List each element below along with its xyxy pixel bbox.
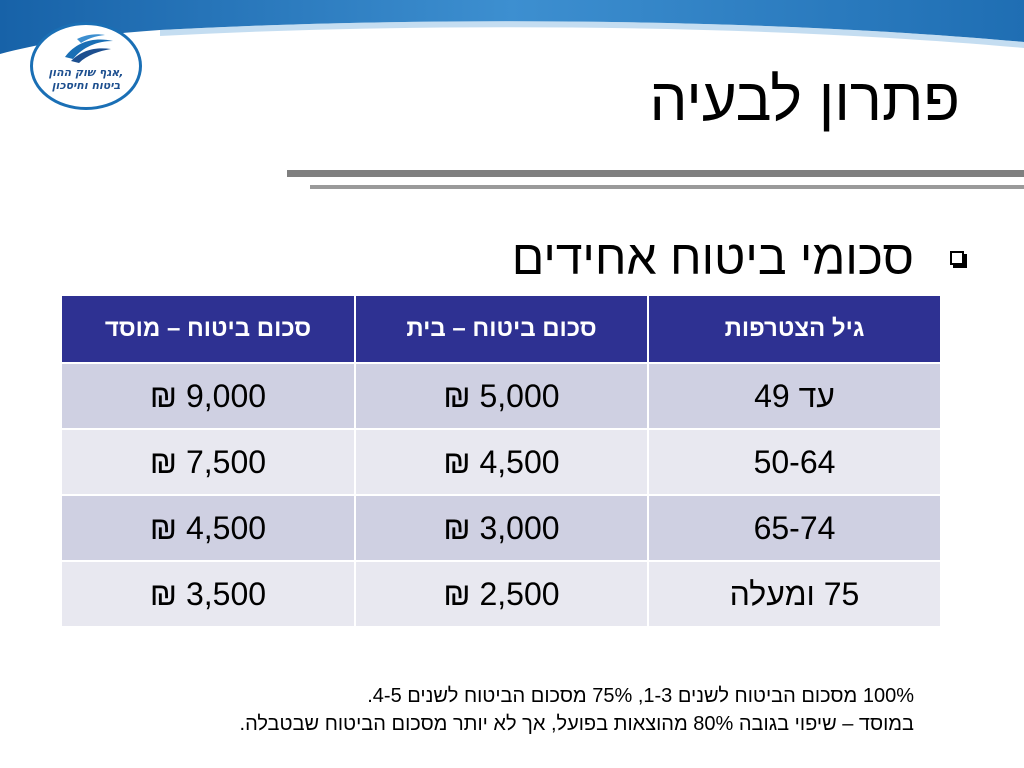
cell-home-amount: 5,000 ₪	[354, 362, 649, 430]
checkbox-bullet-icon	[950, 251, 964, 265]
table-row: 75 ומעלה 2,500 ₪ 3,500 ₪	[60, 560, 942, 628]
column-header-institution-amount: סכום ביטוח – מוסד	[60, 294, 356, 364]
cell-home-amount: 3,000 ₪	[354, 494, 649, 562]
cell-institution-amount: 7,500 ₪	[60, 428, 356, 496]
table-row: 65-74 3,000 ₪ 4,500 ₪	[60, 494, 942, 562]
cell-join-age: 50-64	[647, 428, 942, 496]
footnote-line-1: 100% מסכום הביטוח לשנים 1-3, 75% מסכום ה…	[367, 685, 914, 707]
top-header-band	[0, 0, 1024, 54]
cell-join-age: 75 ומעלה	[647, 560, 942, 628]
table-header-row: גיל הצטרפות סכום ביטוח – בית סכום ביטוח …	[60, 294, 942, 364]
cell-home-amount: 4,500 ₪	[354, 428, 649, 496]
cell-join-age: עד 49	[647, 362, 942, 430]
table-row: עד 49 5,000 ₪ 9,000 ₪	[60, 362, 942, 430]
table-row: 50-64 4,500 ₪ 7,500 ₪	[60, 428, 942, 496]
column-header-home-amount: סכום ביטוח – בית	[354, 294, 649, 364]
footnotes: 100% מסכום הביטוח לשנים 1-3, 75% מסכום ה…	[100, 682, 914, 738]
cell-join-age: 65-74	[647, 494, 942, 562]
logo-text-line1: אגף שוק ההון,	[48, 66, 124, 79]
column-header-join-age: גיל הצטרפות	[647, 294, 942, 364]
insurance-amounts-table: גיל הצטרפות סכום ביטוח – בית סכום ביטוח …	[60, 294, 942, 628]
cell-institution-amount: 4,500 ₪	[60, 494, 356, 562]
cell-institution-amount: 9,000 ₪	[60, 362, 356, 430]
bullet-point: סכומי ביטוח אחידים	[512, 228, 964, 288]
bird-wings-icon	[65, 34, 113, 63]
bullet-text: סכומי ביטוח אחידים	[511, 231, 914, 285]
cell-home-amount: 2,500 ₪	[354, 560, 649, 628]
cell-institution-amount: 3,500 ₪	[60, 560, 356, 628]
footnote-line-2: במוסד – שיפוי בגובה 80% מהוצאות בפועל, א…	[239, 713, 914, 735]
ministry-logo: אגף שוק ההון, ביטוח וחיסכון	[30, 22, 142, 110]
logo-text-line2: ביטוח וחיסכון	[51, 79, 121, 92]
title-divider-thin	[310, 185, 1024, 189]
slide-title: פתרון לבעיה	[649, 66, 960, 133]
title-divider-thick	[287, 170, 1024, 177]
